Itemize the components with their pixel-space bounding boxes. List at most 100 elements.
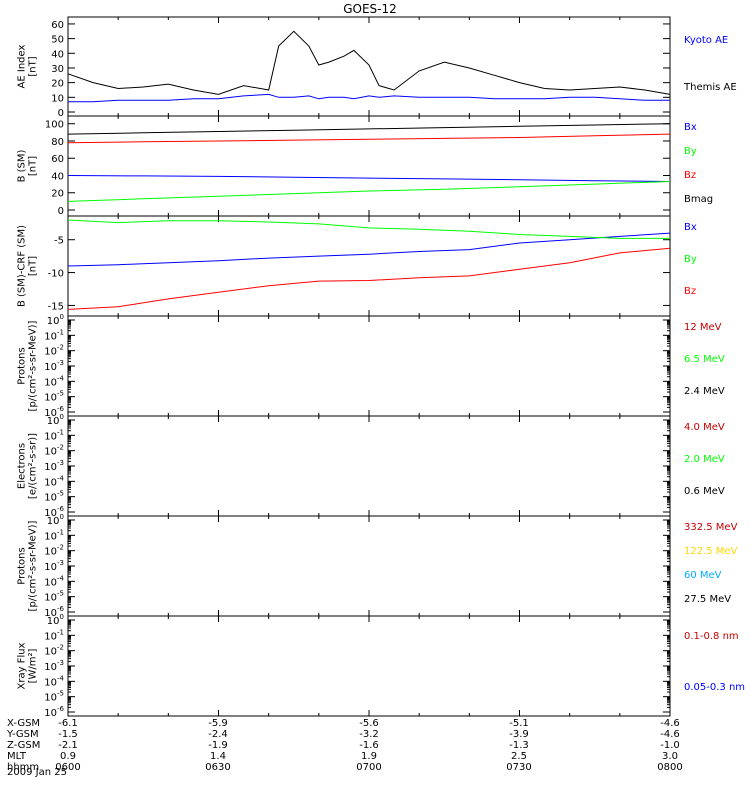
- legend-entry: Bz: [684, 286, 696, 297]
- x-axis-row-label: Y-GSM: [6, 729, 39, 740]
- x-axis-value: 0.9: [60, 751, 76, 762]
- date-label: 2009 Jan 25: [7, 767, 67, 778]
- x-axis-value: -1.0: [660, 740, 680, 751]
- legend-entry: By: [684, 254, 697, 265]
- panel-frame: [67, 415, 671, 517]
- x-axis-value: -1.5: [58, 729, 78, 740]
- y-tick-exponent: -3: [57, 559, 64, 567]
- y-tick-label: 10: [51, 93, 64, 104]
- legend-entry: 122.5 MeV: [684, 546, 738, 557]
- series-line-kyoto-ae: [68, 93, 670, 103]
- y-tick-exponent: -3: [57, 359, 64, 367]
- y-axis-label: [p/(cm²-s-sr-MeV)]: [28, 520, 39, 611]
- x-axis-value: -1.3: [509, 740, 529, 751]
- y-tick-exponent: -1: [57, 328, 64, 336]
- x-axis-value: -3.2: [359, 729, 379, 740]
- y-tick-exponent: -2: [57, 544, 64, 552]
- legend-entry: Bx: [684, 122, 697, 133]
- y-tick-label: 100: [47, 313, 64, 327]
- legend-entry: 0.6 MeV: [684, 486, 725, 497]
- panel-frame: [67, 215, 671, 317]
- y-tick-exponent: -3: [57, 459, 64, 467]
- y-tick-label: 10-4: [44, 574, 64, 588]
- y-axis-label: Protons: [17, 347, 28, 384]
- x-axis-value: -5.9: [208, 718, 228, 729]
- y-axis-label: [e/(cm²-s-sr)]: [28, 433, 39, 499]
- x-axis-value: 0600: [55, 762, 80, 773]
- y-tick-exponent: -1: [57, 528, 64, 536]
- y-tick-exponent: -6: [57, 605, 65, 613]
- y-tick-label: 10-5: [44, 490, 64, 504]
- x-axis-value: -5.6: [359, 718, 379, 729]
- y-tick-label: 10-3: [44, 359, 64, 373]
- x-axis-value: 0800: [657, 762, 682, 773]
- y-tick-label: 100: [47, 513, 64, 527]
- series-line-bz: [67, 247, 671, 310]
- x-axis-value: 2.5: [511, 751, 527, 762]
- series-line-bmag: [67, 123, 671, 135]
- y-axis-label: AE Index: [17, 44, 28, 88]
- y-tick-exponent: -4: [57, 474, 65, 482]
- legend-entry: 4.0 MeV: [684, 422, 725, 433]
- y-axis-label: [nT]: [28, 156, 39, 176]
- legend-entry: 2.4 MeV: [684, 386, 725, 397]
- y-tick-label: 0: [58, 108, 64, 119]
- legend-entry: 2.0 MeV: [684, 454, 725, 465]
- y-tick-exponent: 0: [60, 613, 64, 621]
- legend-entry: Bmag: [684, 194, 713, 205]
- panel-3: -15 -10 -5 B (SM)-CRF (SM) [nT] Bx By Bz: [17, 215, 697, 317]
- y-tick-label: 30: [51, 64, 64, 75]
- y-tick-exponent: -4: [57, 574, 65, 582]
- y-axis-label: Protons: [17, 547, 28, 584]
- y-tick-exponent: -2: [57, 344, 64, 352]
- y-tick-label: 10-4: [44, 374, 64, 388]
- x-axis-value: 3.0: [662, 751, 678, 762]
- y-tick-exponent: -6: [57, 705, 65, 713]
- y-tick-label: 10-3: [44, 559, 64, 573]
- x-axis-row-label: X-GSM: [7, 718, 40, 729]
- y-tick-exponent: -1: [57, 628, 64, 636]
- y-tick-label: 10-1: [44, 428, 64, 442]
- x-axis-row-label: hhmm: [7, 762, 39, 773]
- x-axis-row-label: Z-GSM: [7, 740, 40, 751]
- y-tick-exponent: -1: [57, 428, 64, 436]
- x-axis-value: -4.6: [660, 718, 680, 729]
- legend-entry: 27.5 MeV: [684, 594, 731, 605]
- panel-frame: [67, 615, 671, 717]
- y-tick-exponent: -2: [57, 644, 64, 652]
- y-tick-label: 100: [45, 120, 64, 131]
- y-axis-label: [p/(cm²-s-sr-MeV)]: [28, 320, 39, 411]
- legend-entry: 12 MeV: [684, 322, 722, 333]
- series-line-by: [67, 219, 670, 239]
- legend-entry: Bx: [684, 222, 697, 233]
- y-tick-label: 10-4: [44, 674, 64, 688]
- x-axis-value: -3.9: [509, 729, 529, 740]
- legend-entry: Kyoto AE: [684, 35, 728, 46]
- x-axis-row-label: MLT: [7, 751, 27, 762]
- y-tick-exponent: 0: [60, 413, 64, 421]
- panel-frame: [67, 515, 671, 617]
- x-axis-value: -1.6: [359, 740, 379, 751]
- x-axis-value: -1.9: [208, 740, 228, 751]
- legend-entry: 6.5 MeV: [684, 354, 725, 365]
- x-axis-value: 0730: [506, 762, 531, 773]
- x-axis-value: 1.9: [361, 751, 377, 762]
- series-line-bx: [67, 175, 671, 182]
- y-tick-label: 10-2: [44, 444, 64, 458]
- y-tick-exponent: -3: [57, 659, 64, 667]
- y-axis-label: Xray Flux: [17, 642, 28, 689]
- y-tick-exponent: 0: [60, 313, 64, 321]
- y-tick-label: 10-3: [44, 459, 64, 473]
- series-line-bz: [67, 133, 671, 144]
- y-tick-label: 60: [51, 154, 64, 165]
- x-axis-value: 0700: [356, 762, 381, 773]
- y-tick-label: 20: [51, 189, 64, 200]
- y-tick-label: 10-1: [44, 628, 64, 642]
- legend-entry: 0.05-0.3 nm: [684, 682, 745, 693]
- y-axis-label: Electrons: [17, 443, 28, 489]
- y-tick-label: 40: [51, 49, 64, 60]
- legend-entry: Themis AE: [683, 82, 737, 93]
